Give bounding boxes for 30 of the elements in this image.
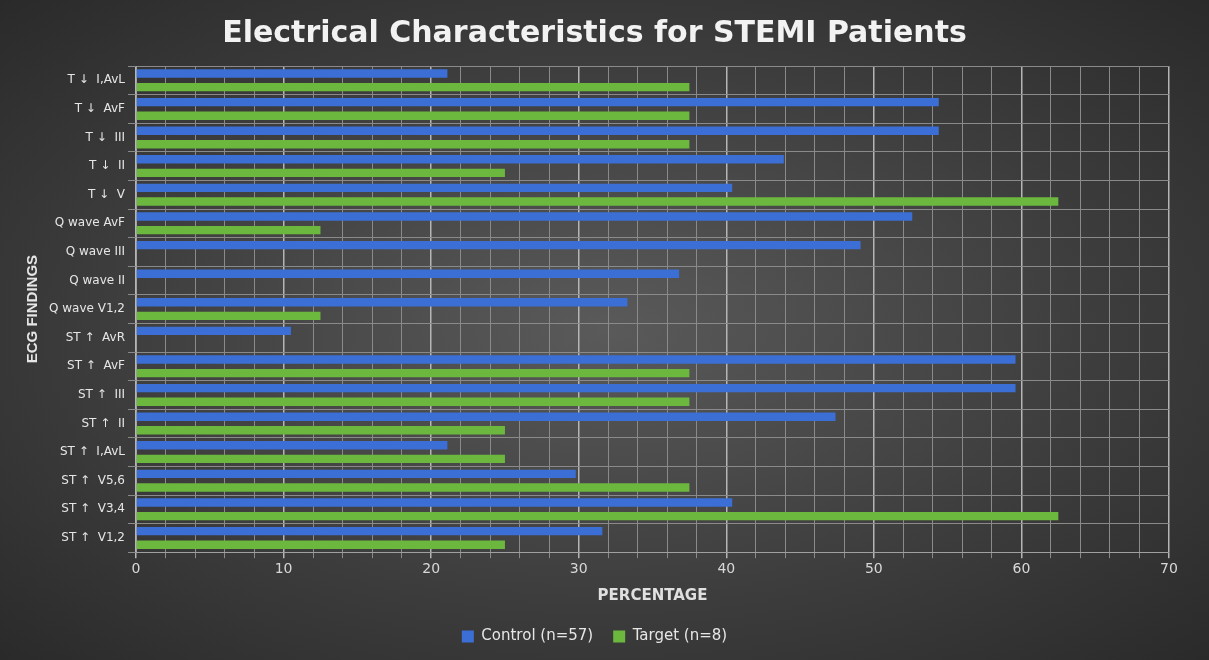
y-tick-label: T ↓ AvF: [73, 101, 126, 116]
chart-title: Electrical Characteristics for STEMI Patients: [222, 13, 967, 49]
y-axis-title: ECG FINDINGS: [23, 254, 41, 364]
y-tick-label: T ↓ III: [84, 129, 126, 144]
x-tick-label: 0: [131, 560, 141, 577]
y-tick-label: ST ↑ III: [77, 387, 126, 402]
y-tick-label: ST ↑ V5,6: [61, 472, 126, 487]
y-tick-label: ST ↑ AvF: [67, 358, 126, 373]
x-tick-label: 40: [717, 560, 736, 577]
y-tick-label: ST ↑ I,AvL: [59, 444, 126, 459]
x-axis-title: PERCENTAGE: [597, 585, 708, 604]
y-tick-label: Q wave V1,2: [48, 301, 126, 316]
y-tick-label: T ↓ II: [88, 158, 126, 173]
x-tick-label: 70: [1160, 560, 1178, 577]
x-tick-label: 50: [864, 560, 883, 577]
y-tick-label: Q wave III: [65, 244, 126, 259]
y-tick-label: Q wave AvF: [54, 215, 126, 230]
y-tick-label: ST ↑ II: [81, 415, 126, 430]
x-tick-label: 10: [274, 560, 293, 577]
legend-label: Control (n=57): [481, 626, 594, 645]
legend-label: Target (n=8): [631, 626, 728, 645]
x-tick-label: 20: [422, 560, 441, 577]
y-tick-label: Q wave II: [69, 272, 126, 287]
y-tick-label: ST ↑ V1,2: [61, 530, 126, 545]
y-tick-label: ST ↑ AvR: [65, 329, 126, 344]
y-tick-label: ST ↑ V3,4: [61, 501, 126, 516]
x-tick-label: 60: [1012, 560, 1031, 577]
y-tick-label: T ↓ V: [86, 186, 126, 201]
x-tick-label: 30: [569, 560, 588, 577]
y-tick-label: T ↓ I,AvL: [66, 72, 126, 87]
